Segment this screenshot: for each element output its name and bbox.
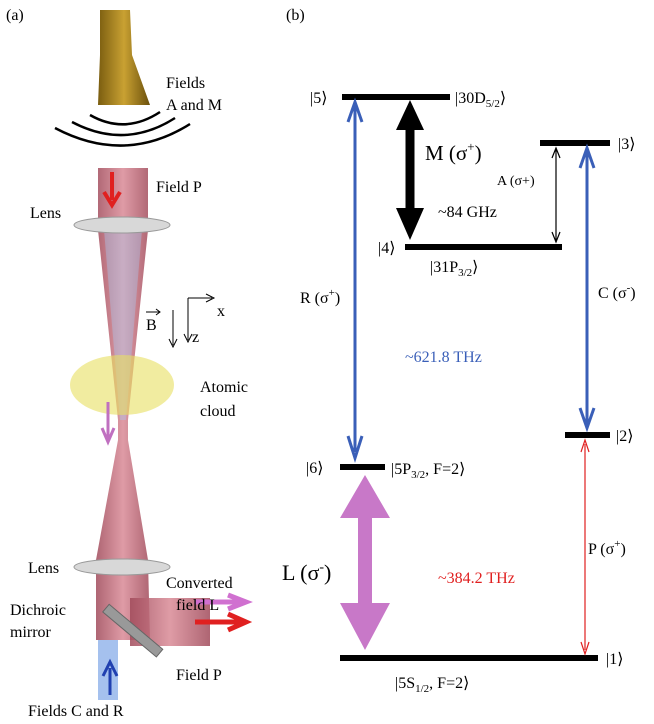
label: Fields bbox=[166, 75, 205, 92]
frequency: ~621.8 THz bbox=[405, 349, 482, 366]
ket: |2⟩ bbox=[616, 428, 633, 445]
label: Converted bbox=[166, 575, 233, 592]
label: Lens bbox=[28, 560, 59, 577]
arrow-a bbox=[552, 148, 560, 242]
panel-a: (a) Fields A and M Field P Lens B x z At bbox=[6, 7, 248, 720]
subscript: 3/2 bbox=[411, 469, 425, 481]
text: |5P bbox=[391, 461, 411, 478]
transition-label: M (σ+) bbox=[425, 139, 482, 165]
text: M (σ bbox=[425, 141, 467, 165]
label: Field P bbox=[156, 179, 202, 196]
subscript: 3/2 bbox=[458, 267, 472, 279]
state-label: |31P3/2⟩ bbox=[430, 259, 478, 279]
state-label: |5S1/2, F=2⟩ bbox=[395, 675, 469, 695]
arrow-r bbox=[348, 102, 362, 458]
text: ⟩ bbox=[500, 90, 506, 107]
text: |31P bbox=[430, 259, 458, 276]
label: Field P bbox=[176, 667, 222, 684]
ket: |4⟩ bbox=[378, 240, 395, 257]
text: L (σ bbox=[282, 560, 319, 585]
wave-arcs bbox=[55, 112, 190, 146]
lens bbox=[74, 559, 170, 575]
state-label: |5P3/2, F=2⟩ bbox=[391, 461, 465, 481]
text: R (σ bbox=[300, 290, 329, 307]
transition-label: C (σ-) bbox=[598, 282, 636, 302]
label: Dichroic bbox=[10, 602, 66, 619]
label: cloud bbox=[200, 403, 236, 420]
transition-label: P (σ+) bbox=[588, 538, 626, 558]
text: ) bbox=[324, 560, 331, 585]
subscript: 5/2 bbox=[486, 98, 500, 110]
frequency: ~384.2 THz bbox=[438, 570, 515, 587]
superscript: + bbox=[467, 139, 474, 154]
ket: |1⟩ bbox=[606, 651, 623, 668]
ket: |6⟩ bbox=[306, 460, 323, 477]
label: mirror bbox=[10, 624, 52, 641]
label: x bbox=[217, 303, 225, 320]
horn-antenna bbox=[98, 10, 150, 105]
label: Lens bbox=[30, 205, 61, 222]
subscript: 1/2 bbox=[415, 683, 429, 695]
b-arrow bbox=[169, 310, 177, 347]
text: , F=2⟩ bbox=[429, 675, 469, 692]
transition-label: A (σ+) bbox=[497, 174, 535, 189]
transition-label: R (σ+) bbox=[300, 287, 340, 307]
panel-label: (b) bbox=[286, 7, 305, 24]
text: |5S bbox=[395, 675, 415, 692]
lens bbox=[74, 217, 170, 233]
label: A and M bbox=[166, 97, 222, 114]
text: ) bbox=[475, 141, 482, 165]
text: ⟩ bbox=[472, 259, 478, 276]
label: z bbox=[192, 329, 199, 346]
text: , F=2⟩ bbox=[425, 461, 465, 478]
label: Fields C and R bbox=[28, 703, 124, 720]
transition-label: L (σ-) bbox=[282, 560, 331, 585]
text: P (σ bbox=[588, 541, 615, 558]
label: B bbox=[146, 317, 157, 334]
text: ) bbox=[335, 290, 340, 307]
label: Atomic bbox=[200, 379, 248, 396]
arrow-c bbox=[580, 148, 594, 428]
panel-label: (a) bbox=[6, 7, 24, 24]
figure: (a) Fields A and M Field P Lens B x z At bbox=[0, 0, 654, 724]
state-label: |30D5/2⟩ bbox=[455, 90, 506, 110]
ket: |5⟩ bbox=[310, 90, 327, 107]
vector-arrow bbox=[146, 309, 160, 315]
text: |30D bbox=[455, 90, 486, 107]
ket: |3⟩ bbox=[618, 136, 635, 153]
text: ) bbox=[630, 285, 635, 302]
panel-b: (b) |5⟩ |30D5/2⟩ |3⟩ |4⟩ |31P3/2⟩ |2⟩ |6… bbox=[282, 7, 636, 695]
text: ) bbox=[620, 541, 625, 558]
text: C (σ bbox=[598, 285, 627, 302]
atomic-cloud bbox=[70, 355, 174, 415]
frequency: ~84 GHz bbox=[438, 204, 497, 221]
label: field L bbox=[176, 597, 219, 614]
